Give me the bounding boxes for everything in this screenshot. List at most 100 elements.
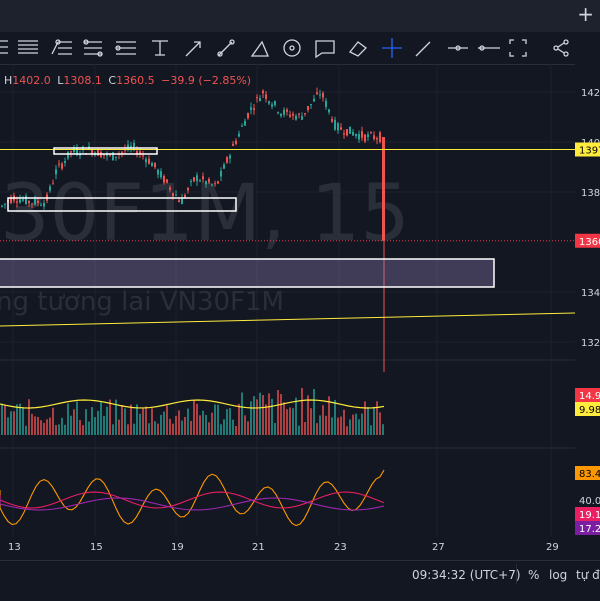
volume-bar xyxy=(43,422,45,435)
volume-bar xyxy=(34,416,36,435)
candle-body xyxy=(337,123,339,131)
volume-bar xyxy=(298,425,300,435)
crosshair-icon[interactable] xyxy=(382,38,402,58)
candle-body xyxy=(160,171,162,178)
time-axis[interactable]: 13 15 19 21 23 27 29 xyxy=(8,542,559,553)
volume-bar xyxy=(202,410,204,435)
chart-overlays xyxy=(0,147,576,327)
candle-body xyxy=(157,169,159,175)
volume-bar xyxy=(139,413,141,435)
volume-bar xyxy=(379,412,381,435)
candle-body xyxy=(184,194,186,198)
candle-body xyxy=(190,180,192,182)
volume-bar xyxy=(268,393,270,435)
oscillator-label-bg xyxy=(575,466,600,480)
oscillator-label: 83.4 xyxy=(579,469,600,480)
candle-body xyxy=(112,152,114,161)
volume-bar xyxy=(121,404,123,435)
candle-body xyxy=(133,142,135,148)
nodes-icon[interactable] xyxy=(83,39,103,57)
candle-body xyxy=(310,104,312,106)
volume-bar xyxy=(88,421,90,435)
volume-bar xyxy=(97,410,99,435)
arrow-icon[interactable] xyxy=(185,41,201,57)
fork-icon[interactable] xyxy=(51,39,72,55)
volume-bar xyxy=(310,408,312,435)
candle-body xyxy=(253,108,255,110)
brush-icon[interactable] xyxy=(217,39,235,57)
volume-bar xyxy=(286,409,288,435)
text-cursor-icon[interactable] xyxy=(152,40,168,56)
volume-bar xyxy=(148,423,150,435)
price-axis[interactable]: 142014001380134013201397136014.99.9883.4… xyxy=(575,64,600,536)
volume-bar xyxy=(1,403,3,435)
volume-bar xyxy=(184,417,186,435)
candle-body xyxy=(364,134,366,142)
channel-icon[interactable] xyxy=(115,41,136,55)
candle-body xyxy=(199,180,201,182)
candle-body xyxy=(22,199,24,201)
volume-bar xyxy=(262,395,264,435)
add-icon[interactable]: + xyxy=(577,2,594,26)
circle-target-icon[interactable] xyxy=(283,39,301,57)
horizontal-ray-icon[interactable] xyxy=(448,45,468,51)
candle-body xyxy=(196,175,198,182)
oscillator-label: 40.0 xyxy=(579,496,600,507)
horizontal-line-price-label: 1397 xyxy=(579,146,600,157)
close-value: 1360.5 xyxy=(116,74,155,87)
volume-bar xyxy=(259,392,261,435)
candle-body xyxy=(166,179,168,183)
candle-body xyxy=(274,100,276,106)
volume-bar xyxy=(115,399,117,435)
trend-line-icon[interactable] xyxy=(415,41,431,57)
fib-retracement-icon[interactable] xyxy=(18,40,38,54)
volume-bar xyxy=(307,395,309,435)
candle-body xyxy=(208,178,210,183)
volume-bar xyxy=(37,416,39,435)
candle-body xyxy=(40,204,42,206)
candle-body xyxy=(361,131,363,138)
candle-body xyxy=(301,116,303,120)
candle-body xyxy=(217,181,219,184)
candle-body xyxy=(295,115,297,120)
time-tick-label: 13 xyxy=(8,542,21,553)
horizontal-line-icon[interactable] xyxy=(478,45,500,51)
time-tick-label: 29 xyxy=(546,542,559,553)
candle-body xyxy=(67,151,69,159)
volume-bar xyxy=(346,426,348,435)
candle-body xyxy=(61,163,63,169)
candle-body xyxy=(76,148,78,155)
volume-bar xyxy=(124,408,126,435)
comment-icon[interactable] xyxy=(315,40,335,59)
auto-toggle[interactable]: tự độ xyxy=(576,568,600,582)
candle-body xyxy=(187,188,189,191)
volume-bar xyxy=(241,392,243,435)
log-toggle[interactable]: log xyxy=(549,568,568,582)
percent-toggle[interactable]: % xyxy=(528,568,540,582)
candle-body xyxy=(193,177,195,182)
eraser-icon[interactable] xyxy=(348,41,367,57)
angle-icon[interactable] xyxy=(250,40,269,57)
volume-ma xyxy=(0,399,385,409)
volume-bar xyxy=(55,425,57,435)
fullscreen-icon[interactable] xyxy=(509,39,527,57)
volume-bar xyxy=(337,417,339,435)
volume-bar xyxy=(250,401,252,435)
volume-bar xyxy=(352,414,354,435)
candle-body xyxy=(121,151,123,153)
volume-bar xyxy=(181,420,183,435)
candle-body xyxy=(151,163,153,167)
volume-bar xyxy=(145,406,147,435)
clock-readout[interactable]: 09:34:32 (UTC+7) xyxy=(412,568,521,582)
candle-body xyxy=(202,176,204,180)
price-chart[interactable]: 30F1M, 15 ng tương lai VN30F1M 142014001… xyxy=(0,0,600,560)
share-icon[interactable] xyxy=(553,39,569,57)
candle-body xyxy=(31,203,33,205)
volume-bar xyxy=(175,415,177,435)
horizontal-lines-icon[interactable] xyxy=(0,40,8,54)
bottom-bar xyxy=(0,560,600,601)
candle-body xyxy=(280,113,282,116)
volume-label-bg xyxy=(575,388,600,402)
volume-bar xyxy=(52,407,54,435)
volume-bar xyxy=(58,424,60,435)
